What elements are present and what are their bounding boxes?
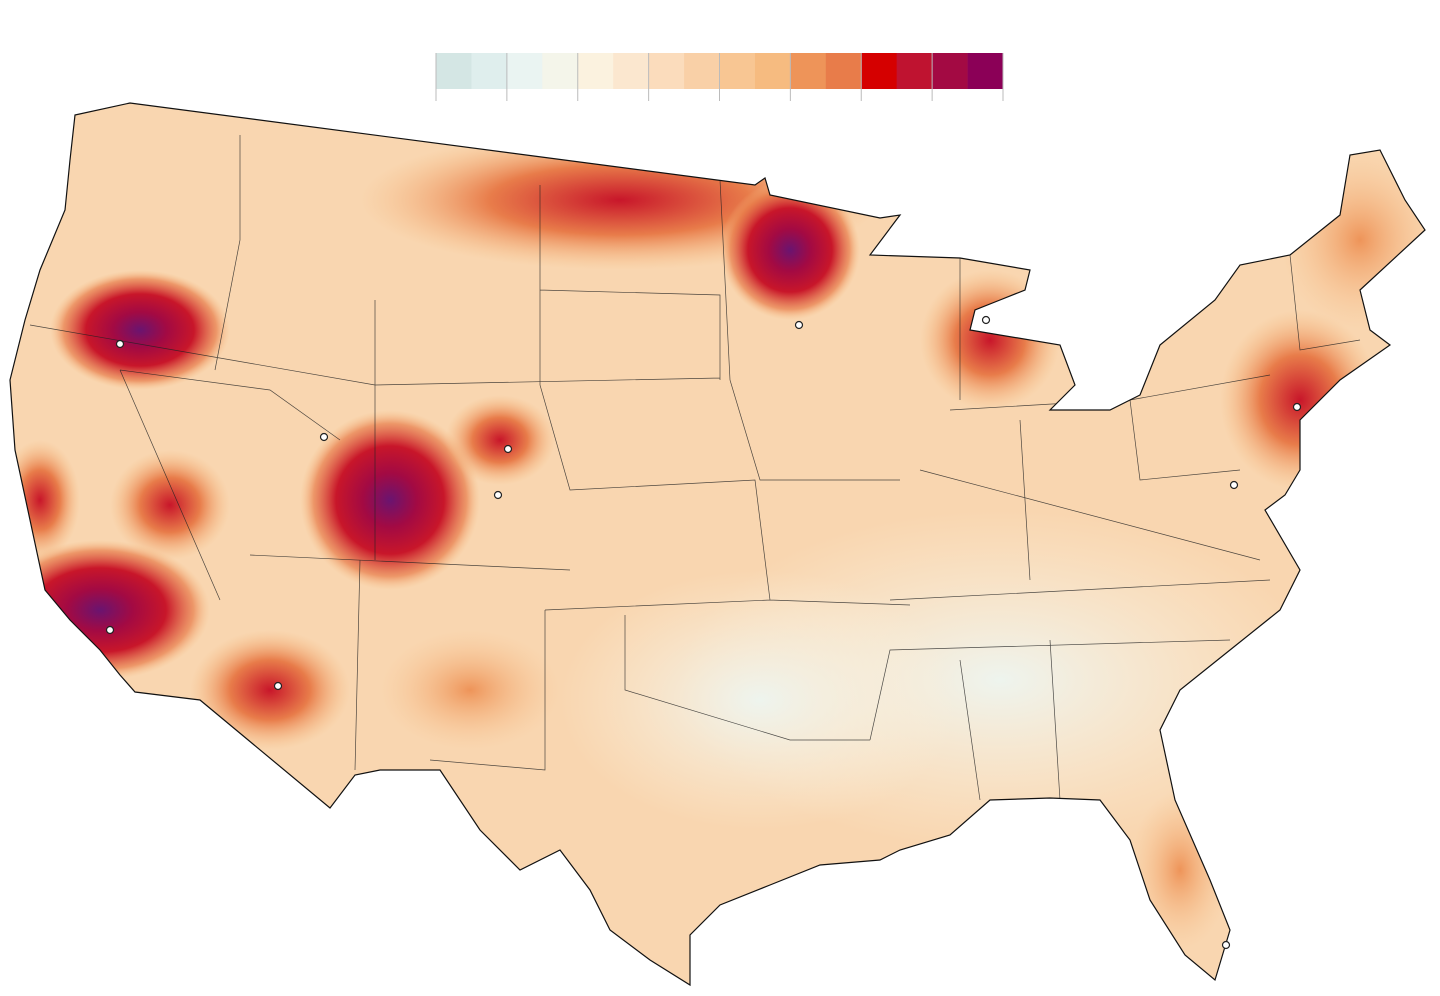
legend-swatch	[471, 53, 508, 89]
city-marker	[981, 315, 991, 325]
legend-swatch	[648, 53, 685, 89]
city-marker	[794, 320, 804, 330]
city-marker	[115, 339, 125, 349]
warm-region	[445, 395, 555, 485]
legend-swatch	[932, 53, 968, 89]
cool-region	[560, 570, 960, 830]
hot-region	[10, 540, 210, 680]
mild-region	[1280, 150, 1425, 330]
legend-swatch	[825, 53, 862, 89]
hot-region	[720, 180, 860, 320]
city-marker	[1292, 402, 1302, 412]
city-markers	[105, 315, 1302, 950]
legend-swatch	[967, 53, 1004, 89]
warm-region	[190, 630, 350, 750]
legend-swatch	[684, 53, 720, 89]
legend-swatch	[861, 53, 897, 89]
legend-swatch	[436, 53, 472, 89]
heat-layer	[10, 103, 1425, 985]
legend	[435, 53, 1004, 101]
city-marker	[503, 444, 513, 454]
city-marker	[1221, 940, 1231, 950]
city-marker	[319, 432, 329, 442]
legend-swatch	[896, 53, 933, 89]
legend-swatch	[790, 53, 827, 89]
warm-region	[10, 440, 80, 560]
city-marker	[1229, 480, 1239, 490]
city-marker	[105, 625, 115, 635]
legend-swatch	[506, 53, 543, 89]
mild-region	[1130, 790, 1230, 950]
legend-swatch	[577, 53, 614, 89]
city-marker	[493, 490, 503, 500]
legend-swatch	[754, 53, 791, 89]
legend-swatch	[542, 53, 579, 89]
mild-region	[380, 630, 560, 750]
city-marker	[273, 681, 283, 691]
hot-region	[300, 410, 480, 590]
hot-region	[50, 270, 230, 390]
legend-swatch	[719, 53, 756, 89]
warm-region	[110, 450, 230, 560]
legend-swatch	[613, 53, 649, 89]
warm-region	[920, 270, 1060, 410]
state-borders	[29, 135, 1361, 801]
